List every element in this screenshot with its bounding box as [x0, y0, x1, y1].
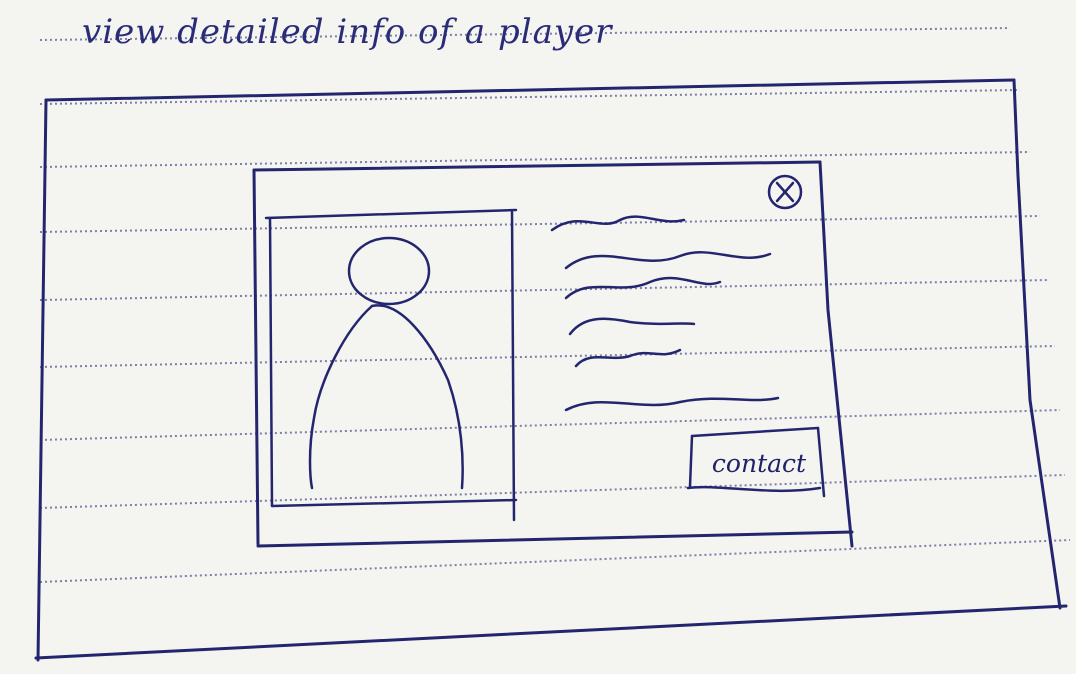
page-title: view detailed info of a player: [82, 12, 613, 52]
screen-frame: [34, 78, 1068, 662]
contact-button[interactable]: contact: [703, 444, 815, 484]
player-modal: [252, 160, 854, 548]
close-icon: [767, 174, 803, 210]
player-photo-frame: [264, 208, 518, 522]
contact-button-outline: [686, 426, 826, 498]
player-info-lines: [550, 215, 780, 412]
person-silhouette-icon: [308, 236, 464, 490]
close-button[interactable]: [767, 174, 803, 210]
